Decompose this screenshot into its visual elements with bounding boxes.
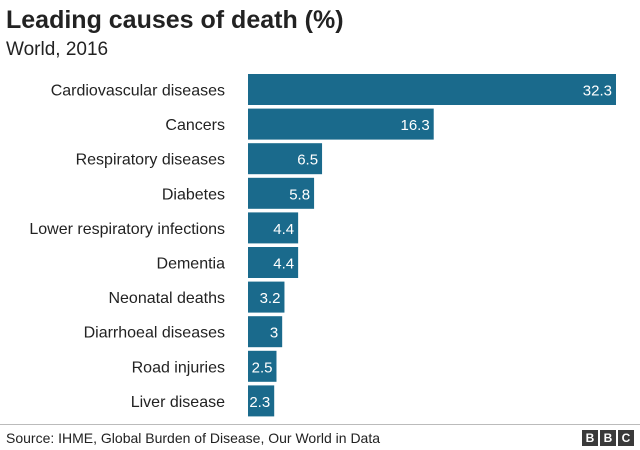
value-label: 6.5 — [297, 152, 318, 169]
category-label: Dementia — [157, 256, 226, 273]
bar — [248, 108, 434, 140]
value-label: 3.2 — [260, 290, 281, 307]
bbc-logo-letter: C — [618, 430, 634, 446]
category-label: Respiratory diseases — [76, 152, 225, 169]
footer-divider — [0, 424, 640, 425]
bbc-logo-letter: B — [600, 430, 616, 446]
bar — [248, 385, 275, 417]
value-label: 2.3 — [249, 394, 270, 411]
bar — [248, 350, 277, 382]
category-label: Cancers — [165, 117, 225, 134]
bar — [248, 177, 315, 209]
value-label: 2.5 — [252, 359, 273, 376]
source-note: Source: IHME, Global Burden of Disease, … — [6, 430, 381, 446]
bar — [248, 281, 285, 313]
category-label: Lower respiratory infections — [29, 221, 225, 238]
chart-subtitle: World, 2016 — [6, 39, 109, 60]
value-label: 32.3 — [583, 83, 612, 100]
category-label: Neonatal deaths — [108, 290, 225, 307]
value-label: 5.8 — [289, 186, 310, 203]
category-label: Diarrhoeal diseases — [84, 325, 225, 342]
category-label: Cardiovascular diseases — [51, 83, 225, 100]
category-label: Diabetes — [162, 186, 225, 203]
bar — [248, 247, 299, 278]
category-label: Liver disease — [131, 394, 225, 411]
value-label: 4.4 — [273, 221, 294, 238]
bar — [248, 74, 616, 105]
value-label: 4.4 — [273, 256, 294, 273]
value-label: 3 — [270, 325, 278, 342]
bar — [248, 316, 283, 348]
chart-title: Leading causes of death (%) — [6, 6, 344, 34]
category-label: Road injuries — [132, 359, 225, 376]
bar — [248, 143, 323, 175]
bbc-logo-letter: B — [582, 430, 598, 446]
value-label: 16.3 — [401, 117, 430, 134]
bar — [248, 212, 299, 244]
bbc-logo: B B C — [582, 430, 634, 446]
